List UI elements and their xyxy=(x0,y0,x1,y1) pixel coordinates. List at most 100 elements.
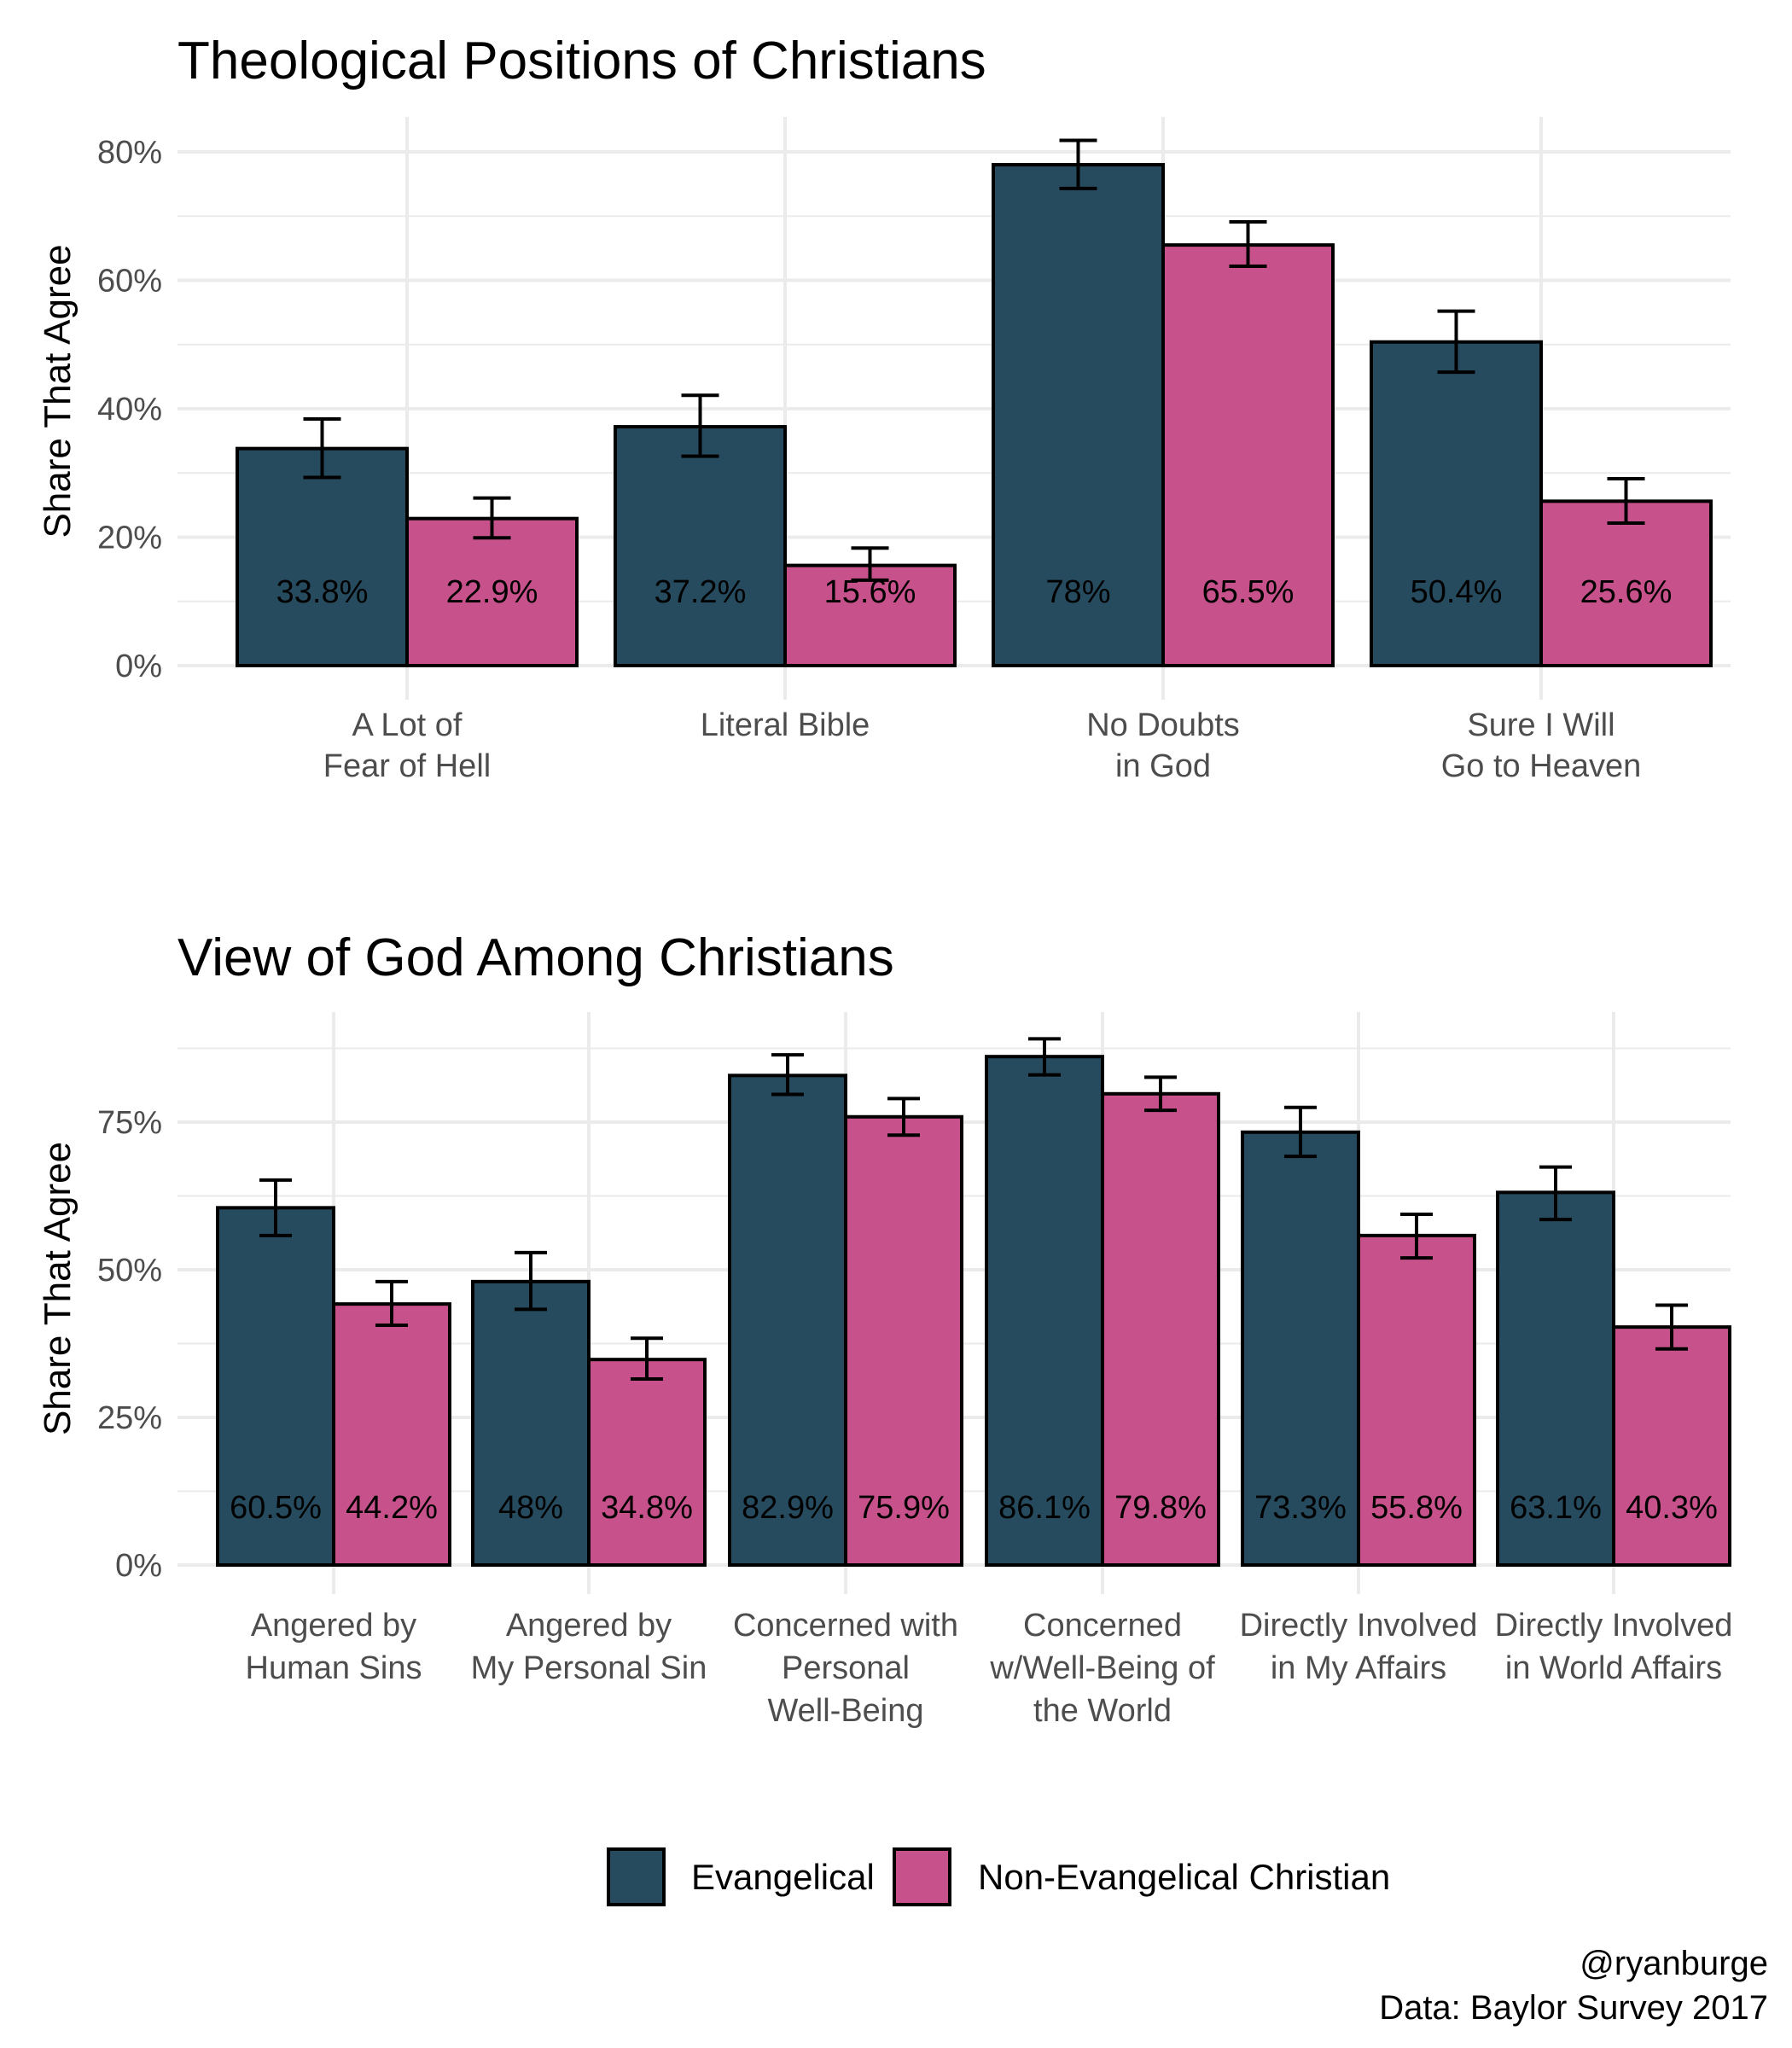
caption-author: @ryanburge xyxy=(1580,1945,1768,1982)
data-label: 82.9% xyxy=(742,1490,834,1526)
x-tick-label-line: the World xyxy=(1033,1693,1172,1729)
bar-evangelical xyxy=(992,163,1165,668)
bar-evangelical xyxy=(985,1055,1104,1567)
legend-label: Evangelical xyxy=(691,1857,875,1897)
error-bar xyxy=(1539,1165,1572,1222)
legend-label: Non-Evangelical Christian xyxy=(978,1857,1390,1897)
error-bar xyxy=(887,1097,920,1137)
error-bar xyxy=(1437,309,1475,375)
data-label: 60.5% xyxy=(230,1490,322,1526)
data-label: 75.9% xyxy=(858,1490,950,1526)
bar-non-evangelical xyxy=(1357,1233,1476,1567)
x-tick-label-line: No Doubts xyxy=(1086,707,1240,743)
data-label: 86.1% xyxy=(998,1490,1091,1526)
error-bar xyxy=(1284,1105,1317,1159)
error-bar xyxy=(1059,138,1097,190)
bar-evangelical xyxy=(236,446,409,668)
error-bar xyxy=(473,496,511,540)
x-tick-label-line: w/Well-Being of xyxy=(989,1650,1215,1686)
x-tick-label: Angered by My Personal Sin xyxy=(471,1608,707,1686)
x-tick-label-line: Angered by xyxy=(251,1608,416,1644)
bar-non-evangelical xyxy=(1539,499,1713,667)
chart-title: Theological Positions of Christians xyxy=(177,32,986,90)
bar-non-evangelical xyxy=(1612,1325,1731,1568)
error-bar xyxy=(303,417,341,480)
error-bar xyxy=(515,1250,547,1312)
error-bar xyxy=(1229,220,1267,268)
caption-source: Data: Baylor Survey 2017 xyxy=(1379,1989,1768,2027)
bar-non-evangelical xyxy=(587,1358,707,1567)
bar-evangelical xyxy=(216,1206,335,1567)
y-tick-label: 80% xyxy=(97,135,162,171)
x-tick-label-line: Directly Involved xyxy=(1240,1608,1478,1644)
x-tick-label: Concerned w/Well-Being of the World xyxy=(989,1608,1215,1729)
bar-evangelical xyxy=(728,1073,847,1568)
x-tick-label-line: A Lot of xyxy=(352,707,463,743)
data-label: 48% xyxy=(498,1490,563,1526)
x-tick-label: Angered by Human Sins xyxy=(246,1608,422,1686)
data-label: 79.8% xyxy=(1114,1490,1207,1526)
y-tick-label: 25% xyxy=(97,1400,162,1436)
chart-panel-2: View of God Among Christians Share That A… xyxy=(37,928,1732,1729)
x-tick-label-line: in World Affairs xyxy=(1505,1650,1722,1686)
x-tick-label-line: Concerned xyxy=(1023,1608,1182,1644)
bar-evangelical xyxy=(614,425,787,667)
x-tick-label: No Doubts in God xyxy=(1086,707,1240,784)
x-tick-label-line: Personal xyxy=(782,1650,910,1686)
legend-item: Non-Evangelical Christian xyxy=(893,1847,1390,1906)
x-tick-label: A Lot of Fear of Hell xyxy=(323,707,491,784)
x-tick-label: Directly Involved in World Affairs xyxy=(1495,1608,1733,1686)
x-tick-label-line: Sure I Will xyxy=(1467,707,1615,743)
x-tick-label: Directly Involved in My Affairs xyxy=(1240,1608,1478,1686)
bar-evangelical xyxy=(471,1279,591,1567)
data-label: 34.8% xyxy=(601,1490,693,1526)
bar-non-evangelical xyxy=(405,516,579,667)
x-tick-label-line: in God xyxy=(1115,748,1211,784)
x-tick-label: Concerned with Personal Well-Being xyxy=(733,1608,958,1729)
x-tick-label-line: Concerned with xyxy=(733,1608,958,1644)
data-label: 73.3% xyxy=(1254,1490,1347,1526)
y-axis-title: Share That Agree xyxy=(37,1142,79,1435)
data-label: 33.8% xyxy=(276,574,369,610)
x-tick-label: Literal Bible xyxy=(701,707,870,743)
error-bar xyxy=(1607,477,1645,525)
data-label: 65.5% xyxy=(1202,574,1295,610)
error-bar xyxy=(771,1053,804,1097)
bar-non-evangelical xyxy=(1101,1091,1220,1568)
data-label: 15.6% xyxy=(824,574,916,610)
error-bar xyxy=(259,1178,292,1237)
error-bar xyxy=(1655,1303,1688,1351)
error-bar xyxy=(375,1279,408,1328)
data-label: 25.6% xyxy=(1580,574,1673,610)
bar-non-evangelical xyxy=(783,563,957,667)
legend-item: Evangelical xyxy=(607,1847,875,1906)
x-tick-label-line: Angered by xyxy=(506,1608,672,1644)
x-tick-label-line: Directly Involved xyxy=(1495,1608,1733,1644)
legend-swatch-non-evangelical xyxy=(893,1847,951,1906)
chart-title: View of God Among Christians xyxy=(177,928,894,987)
x-tick-label-line: Human Sins xyxy=(246,1650,422,1686)
y-tick-label: 60% xyxy=(97,264,162,300)
data-label: 63.1% xyxy=(1510,1490,1602,1526)
data-label: 37.2% xyxy=(655,574,747,610)
x-tick-label-line: Well-Being xyxy=(767,1693,923,1729)
data-label: 50.4% xyxy=(1411,574,1503,610)
error-bar xyxy=(1400,1212,1433,1260)
y-tick-label: 20% xyxy=(97,521,162,556)
bar-evangelical xyxy=(1241,1130,1360,1568)
error-bar xyxy=(631,1336,663,1382)
x-tick-label-line: in My Affairs xyxy=(1271,1650,1446,1686)
y-tick-label: 40% xyxy=(97,392,162,428)
x-tick-label-line: Literal Bible xyxy=(701,707,870,743)
y-tick-label: 75% xyxy=(97,1105,162,1141)
x-tick-label-line: My Personal Sin xyxy=(471,1650,707,1686)
data-label: 78% xyxy=(1045,574,1110,610)
x-tick-label-line: Fear of Hell xyxy=(323,748,491,784)
y-tick-label: 0% xyxy=(115,649,162,684)
bar-non-evangelical xyxy=(1161,243,1335,667)
legend: Evangelical Non-Evangelical Christian xyxy=(607,1847,1390,1906)
data-label: 55.8% xyxy=(1370,1490,1463,1526)
data-label: 44.2% xyxy=(346,1490,438,1526)
y-tick-label: 0% xyxy=(115,1548,162,1584)
